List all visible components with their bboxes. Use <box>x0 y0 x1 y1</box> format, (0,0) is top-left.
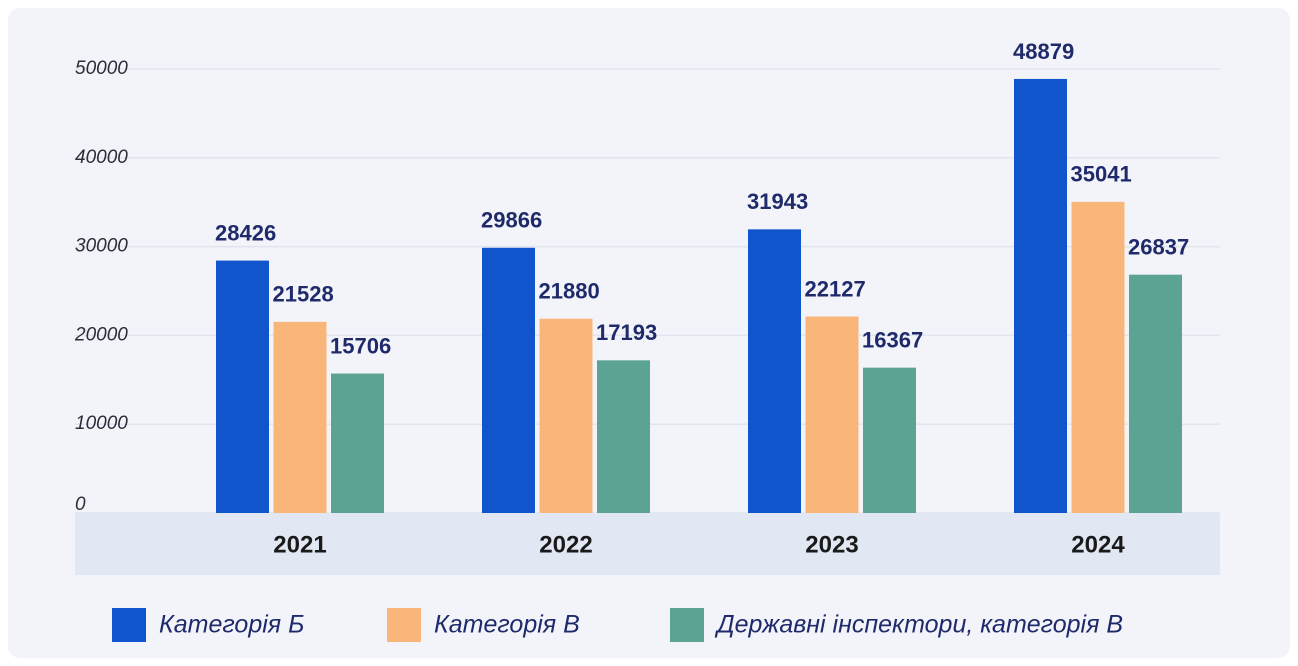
y-tick-label: 50000 <box>75 58 128 79</box>
bar <box>482 247 535 513</box>
y-tick-label: 20000 <box>74 324 128 345</box>
bar <box>331 373 384 513</box>
legend-swatch <box>112 608 146 642</box>
legend-label: Категорія Б <box>159 611 304 639</box>
y-tick-label: 10000 <box>75 413 128 434</box>
bar <box>273 321 327 513</box>
bar <box>539 318 593 513</box>
bar <box>748 229 801 513</box>
legend-label: Державні інспектори, категорія В <box>714 611 1123 639</box>
x-tick-label: 2022 <box>539 531 592 558</box>
category-band <box>75 513 1220 575</box>
bar <box>1071 201 1125 513</box>
value-label: 48879 <box>1013 39 1074 64</box>
value-label: 21880 <box>539 279 600 304</box>
bar <box>863 367 916 513</box>
y-tick-label: 30000 <box>75 236 128 257</box>
y-tick-label: 0 <box>75 494 86 515</box>
bar <box>597 360 650 513</box>
value-label: 17193 <box>596 320 657 345</box>
bar <box>1129 274 1182 513</box>
value-label: 22127 <box>805 276 866 301</box>
bar <box>805 316 859 513</box>
value-label: 28426 <box>215 220 276 245</box>
value-label: 21528 <box>273 282 334 307</box>
value-label: 35041 <box>1071 162 1132 187</box>
x-tick-label: 2021 <box>273 531 326 558</box>
legend-swatch <box>387 608 421 642</box>
value-label: 16367 <box>862 327 923 352</box>
legend-swatch <box>670 608 704 642</box>
card <box>8 8 1290 658</box>
x-tick-label: 2023 <box>805 531 858 558</box>
value-label: 15706 <box>330 333 391 358</box>
bar <box>1014 78 1067 514</box>
bar <box>216 260 269 513</box>
legend-label: Категорія В <box>434 611 580 639</box>
x-tick-label: 2024 <box>1071 531 1125 558</box>
value-label: 26837 <box>1128 234 1189 259</box>
y-tick-label: 40000 <box>75 147 128 168</box>
value-label: 29866 <box>481 208 542 233</box>
value-label: 31943 <box>747 189 808 214</box>
